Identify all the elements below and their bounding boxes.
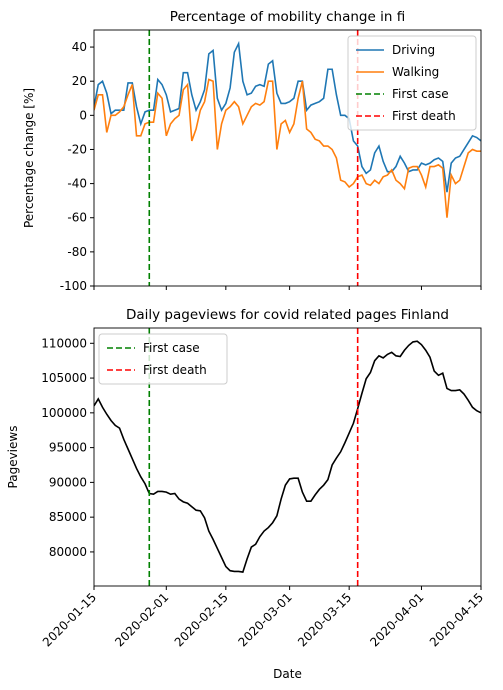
- y-tick-label: -80: [67, 245, 87, 259]
- y-tick-label: 95000: [49, 441, 87, 455]
- legend-label: First case: [143, 341, 200, 355]
- legend-label: First case: [392, 87, 449, 101]
- y-tick-label: 85000: [49, 510, 87, 524]
- legend-label: Walking: [392, 65, 439, 79]
- legend-box: [98, 333, 228, 385]
- y-axis-label: Pageviews: [6, 426, 20, 489]
- y-tick-label: 110000: [41, 336, 87, 350]
- y-tick-label: 90000: [49, 475, 87, 489]
- legend-label: First death: [392, 109, 456, 123]
- y-tick-label: 40: [72, 40, 87, 54]
- x-tick-label: 2020-02-01: [112, 590, 171, 649]
- data-line: [94, 40, 481, 193]
- data-line: [94, 78, 481, 218]
- y-tick-label: 20: [72, 74, 87, 88]
- y-tick-label: 0: [79, 108, 87, 122]
- y-tick-label: 100000: [41, 406, 87, 420]
- y-tick-label: -100: [60, 279, 87, 293]
- data-line: [94, 340, 481, 573]
- y-axis-label: Percentage change [%]: [22, 88, 36, 228]
- axes-frame: [93, 327, 482, 587]
- legend-box: [347, 35, 477, 131]
- y-tick-label: -60: [67, 211, 87, 225]
- x-tick-label: 2020-03-15: [295, 590, 354, 649]
- x-axis-label: Date: [273, 667, 302, 681]
- y-tick-label: -40: [67, 177, 87, 191]
- y-tick-label: 105000: [41, 371, 87, 385]
- x-tick-label: 2020-03-01: [236, 590, 295, 649]
- legend-label: First death: [143, 363, 207, 377]
- x-tick-label: 2020-02-15: [172, 590, 231, 649]
- x-tick-label: 2020-04-01: [367, 590, 426, 649]
- y-tick-label: 80000: [49, 545, 87, 559]
- chart-title: Percentage of mobility change in fi: [170, 9, 405, 25]
- chart-title: Daily pageviews for covid related pages …: [126, 307, 449, 323]
- y-tick-label: -20: [67, 142, 87, 156]
- x-tick-label: 2020-04-15: [427, 590, 486, 649]
- axes-frame: [93, 29, 482, 287]
- x-tick-label: 2020-01-15: [40, 590, 99, 649]
- legend-label: Driving: [392, 43, 435, 57]
